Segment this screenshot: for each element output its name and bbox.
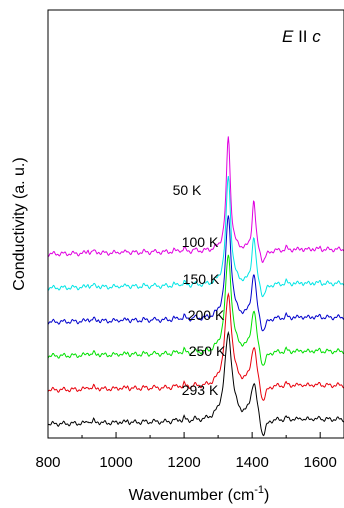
x-axis-title: Wavenumber (cm-1): [129, 484, 270, 504]
series-line-293-k: [47, 330, 344, 437]
series-group: [47, 136, 344, 437]
series-line-250-k: [47, 292, 344, 401]
series-label-50-k: 50 K: [173, 182, 202, 198]
series-label-100-k: 100 K: [182, 234, 219, 250]
series-label-200-k: 200 K: [188, 307, 225, 323]
x-tick-label: 1600: [303, 454, 336, 471]
series-label-293-k: 293 K: [182, 382, 219, 398]
series-line-150-k: [47, 215, 344, 332]
x-ticks: 800 1000 1200 1400 1600: [35, 432, 337, 471]
series-line-100-k: [47, 175, 344, 298]
series-line-200-k: [47, 254, 344, 366]
x-tick-label: 1400: [235, 454, 268, 471]
plot-frame: [47, 9, 344, 439]
series-label-150-k: 150 K: [183, 271, 220, 287]
x-tick-label: 1000: [99, 454, 132, 471]
x-tick-label: 1200: [167, 454, 200, 471]
series-line-50-k: [47, 136, 344, 263]
y-axis-title: Conductivity (a. u.): [11, 157, 28, 290]
series-labels: 293 K 250 K 200 K 150 K 100 K 50 K: [173, 182, 226, 398]
annotation-e-parallel-c: E II c: [282, 27, 321, 46]
x-tick-label: 800: [35, 454, 60, 471]
series-label-250-k: 250 K: [189, 343, 226, 359]
